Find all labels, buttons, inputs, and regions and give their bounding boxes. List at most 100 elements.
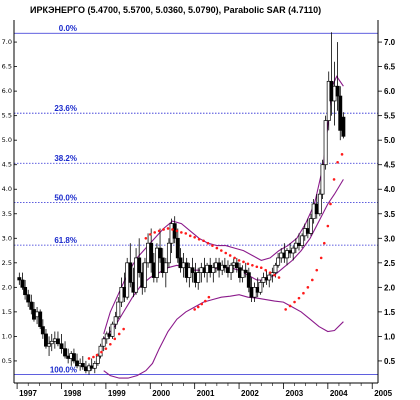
candle-body: [196, 272, 201, 283]
candle: [175, 228, 180, 263]
left-tick-label: 3.0: [2, 234, 12, 242]
candle-body: [285, 250, 289, 259]
upper-band: [103, 75, 344, 335]
right-tick-label: 0.5: [384, 357, 396, 366]
sar-dot: [87, 357, 91, 360]
candle-body: [341, 116, 346, 137]
candle-body: [323, 120, 328, 166]
candle-body: [338, 95, 343, 131]
left-tick-label: 6.5: [2, 63, 12, 71]
candle-body: [163, 262, 168, 273]
candle: [23, 279, 28, 300]
sar-dot: [153, 231, 157, 234]
candle: [20, 272, 25, 290]
candle-body: [178, 257, 183, 269]
candle-body: [166, 242, 171, 264]
candle: [246, 267, 251, 293]
left-tick-label: 3.5: [2, 210, 12, 218]
sar-dot: [297, 296, 301, 300]
sar-dot: [166, 227, 170, 230]
sar-dot: [259, 266, 263, 270]
candle-body: [279, 252, 284, 259]
right-tick-label: 3.5: [384, 210, 396, 219]
sar-dot: [326, 224, 330, 228]
candle-body: [110, 323, 115, 337]
candle: [49, 333, 54, 352]
candle: [44, 329, 48, 349]
x-tick-label: 1997: [19, 389, 37, 398]
candle-body: [75, 360, 79, 367]
left-tick-label: 5.0: [2, 136, 12, 144]
candle: [134, 248, 139, 295]
candle-body: [311, 203, 316, 220]
candle: [211, 262, 216, 283]
sar-dot: [264, 268, 267, 272]
candle-body: [229, 264, 234, 273]
fib-label: 23.6%: [54, 104, 77, 113]
candle-body: [335, 85, 340, 97]
candle: [125, 257, 130, 300]
candle-body: [26, 294, 31, 303]
candle-body: [32, 309, 36, 320]
candle: [113, 311, 118, 330]
candle-body: [320, 164, 325, 195]
candle-body: [297, 242, 301, 246]
candle-body: [293, 242, 298, 249]
candle: [116, 297, 121, 320]
candle: [276, 253, 281, 268]
candle-body: [329, 80, 334, 102]
candle-body: [83, 366, 88, 372]
sar-dot: [306, 286, 310, 289]
candle-body: [208, 264, 213, 273]
sar-dot: [340, 153, 344, 156]
candle-body: [35, 311, 40, 318]
candle: [341, 112, 346, 139]
sar-dot: [197, 237, 201, 241]
right-tick-label: 5.0: [384, 136, 396, 145]
sar-dot: [200, 302, 204, 306]
candle-body: [151, 262, 156, 278]
sar-dot: [273, 273, 276, 277]
sar-dot: [233, 256, 236, 260]
candle: [291, 245, 296, 261]
candle-body: [190, 267, 195, 273]
left-tick-label: 7.0: [2, 38, 12, 46]
candle-body: [261, 277, 266, 283]
candle-body: [95, 355, 100, 364]
candle-body: [92, 363, 97, 369]
candle-body: [101, 338, 106, 347]
candle-body: [217, 262, 222, 271]
candle-body: [314, 203, 319, 215]
fib-label: 38.2%: [54, 154, 77, 163]
left-tick-label: 0.5: [2, 357, 12, 365]
candle: [47, 336, 52, 357]
lower-band: [103, 294, 344, 379]
candle-body: [66, 355, 71, 359]
candle-body: [160, 257, 165, 273]
candle: [110, 321, 115, 339]
sar-dot: [184, 232, 188, 235]
sar-dot: [251, 263, 254, 267]
candles: [17, 32, 346, 375]
chart-title: ИРКЭНЕРГО (5.4700, 5.5700, 5.0360, 5.079…: [30, 5, 321, 15]
candle: [240, 265, 245, 283]
candle: [270, 267, 275, 283]
candle-body: [146, 242, 151, 264]
x-tick-label: 1999: [108, 389, 126, 398]
candle-body: [187, 267, 192, 278]
sar-dot: [188, 234, 192, 238]
fib-label: 0.0%: [59, 24, 77, 33]
fibonacci-levels: 0.0% 23.6% 38.2% 50.0% 61.8% 100.0%: [14, 24, 378, 376]
sar-dot: [329, 202, 332, 206]
sar-dot: [255, 265, 259, 269]
left-tick-label: 6.0: [2, 87, 12, 95]
candle-body: [59, 343, 64, 350]
sar-dot: [322, 241, 326, 245]
candle-body: [143, 262, 147, 288]
candle: [17, 272, 22, 285]
candle: [190, 257, 195, 283]
candle-body: [291, 247, 296, 254]
candle: [163, 257, 168, 288]
x-tick-label: 2003: [285, 389, 303, 398]
